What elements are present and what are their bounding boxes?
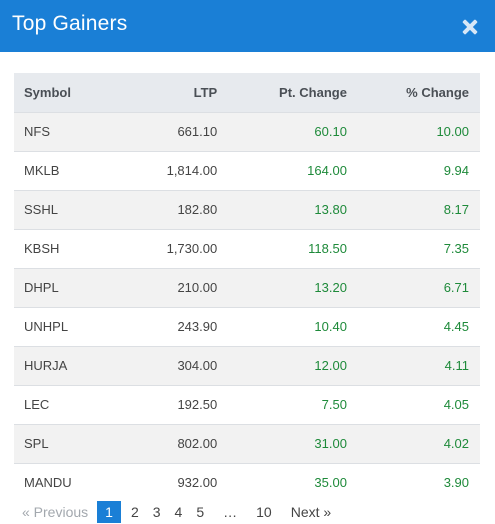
table-row[interactable]: HURJA 304.00 12.00 4.11 [14,346,480,385]
cell-symbol: NFS [24,124,50,139]
cell-pt-change: 13.80 [314,202,347,217]
pagination-page-2[interactable]: 2 [130,504,139,520]
cell-symbol: HURJA [24,358,68,373]
cell-pt-change: 118.50 [308,241,347,256]
cell-ltp: 304.00 [177,358,218,373]
cell-pct-change: 4.02 [443,436,469,451]
cell-pct-change: 6.71 [443,280,469,295]
pagination: « Previous 1 2 3 4 5 … 10 Next » [14,501,338,523]
cell-ltp: 182.80 [177,202,218,217]
cell-ltp: 1,730.00 [166,241,218,256]
gainers-table-wrap: Symbol LTP Pt. Change % Change NFS 661.1… [14,73,480,502]
header-symbol[interactable]: Symbol [24,84,71,100]
modal-header: Top Gainers [0,0,495,52]
cell-symbol: UNHPL [24,319,69,334]
pagination-page-10[interactable]: 10 [256,504,272,520]
cell-symbol: SSHL [24,202,58,217]
cell-ltp: 1,814.00 [166,163,218,178]
cell-pt-change: 12.00 [314,358,347,373]
cell-symbol: SPL [24,436,49,451]
cell-symbol: LEC [24,397,50,412]
pagination-page-4[interactable]: 4 [174,504,183,520]
cell-pt-change: 164.00 [307,163,347,178]
cell-ltp: 661.10 [177,124,218,139]
gainers-table: Symbol LTP Pt. Change % Change NFS 661.1… [14,73,480,502]
cell-pct-change: 7.35 [443,241,469,256]
cell-pt-change: 31.00 [314,436,347,451]
cell-pt-change: 7.50 [321,397,347,412]
cell-ltp: 932.00 [177,475,218,491]
cell-pct-change: 4.11 [444,358,469,373]
pagination-previous-button[interactable]: « Previous [22,504,89,520]
pagination-ellipsis: … [223,504,238,520]
header-pt-change[interactable]: Pt. Change [279,84,347,100]
header-pct-change[interactable]: % Change [406,84,469,100]
cell-ltp: 192.50 [177,397,218,412]
cell-pct-change: 3.90 [443,475,469,491]
cell-ltp: 243.90 [177,319,218,334]
table-row[interactable]: MANDU 932.00 35.00 3.90 [14,463,480,502]
modal-title: Top Gainers [12,12,128,35]
cell-pct-change: 4.45 [443,319,469,334]
pagination-page-1[interactable]: 1 [97,501,121,523]
table-header-row: Symbol LTP Pt. Change % Change [14,73,480,112]
table-row[interactable]: LEC 192.50 7.50 4.05 [14,385,480,424]
cell-symbol: DHPL [24,280,59,295]
table-row[interactable]: KBSH 1,730.00 118.50 7.35 [14,229,480,268]
cell-pct-change: 10.00 [436,124,469,139]
cell-pt-change: 10.40 [314,319,347,334]
table-row[interactable]: DHPL 210.00 13.20 6.71 [14,268,480,307]
cell-pt-change: 13.20 [314,280,347,295]
cell-symbol: MKLB [24,163,60,178]
header-ltp[interactable]: LTP [193,84,218,100]
cell-pct-change: 8.17 [443,202,469,217]
table-row[interactable]: SSHL 182.80 13.80 8.17 [14,190,480,229]
cell-pct-change: 9.94 [443,163,469,178]
cell-ltp: 210.00 [177,280,218,295]
table-row[interactable]: SPL 802.00 31.00 4.02 [14,424,480,463]
cell-symbol: MANDU [24,475,72,491]
pagination-page-3[interactable]: 3 [152,504,161,520]
pagination-page-5[interactable]: 5 [196,504,205,520]
cell-symbol: KBSH [24,241,60,256]
table-row[interactable]: NFS 661.10 60.10 10.00 [14,112,480,151]
cell-pt-change: 35.00 [314,475,347,491]
close-icon[interactable] [459,16,481,38]
cell-ltp: 802.00 [177,436,218,451]
table-row[interactable]: MKLB 1,814.00 164.00 9.94 [14,151,480,190]
table-row[interactable]: UNHPL 243.90 10.40 4.45 [14,307,480,346]
pagination-next-button[interactable]: Next » [290,504,332,520]
cell-pt-change: 60.10 [314,124,347,139]
cell-pct-change: 4.05 [443,397,469,412]
